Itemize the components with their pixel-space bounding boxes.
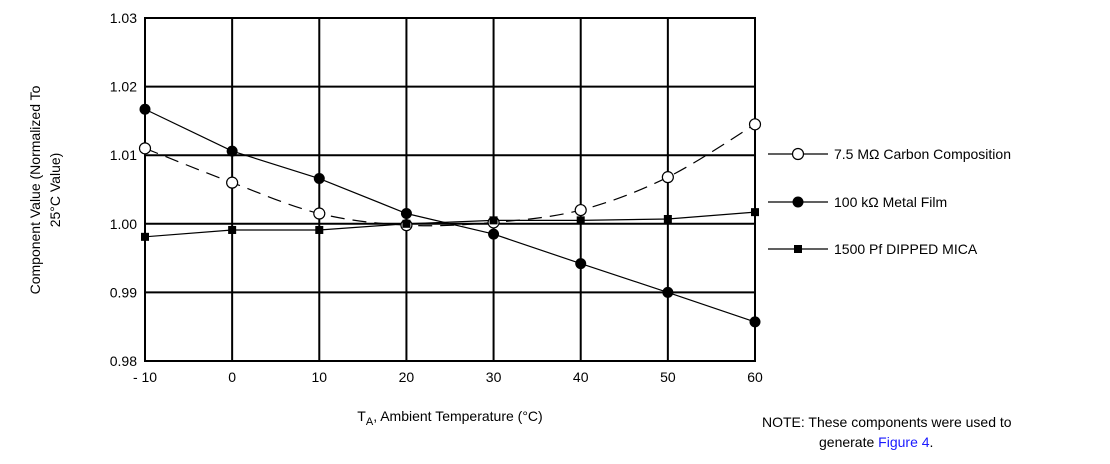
x-tick-label: 60 (747, 369, 763, 385)
x-tick-label: 20 (399, 369, 415, 385)
data-point-series-1 (226, 145, 238, 157)
data-point-series-1 (313, 173, 325, 185)
data-point-series-0 (661, 171, 674, 184)
data-point-series-2 (663, 214, 672, 223)
y-axis-label-line1: Component Value (Normalized To (27, 85, 43, 294)
legend-marker-2 (794, 245, 802, 253)
data-point-series-2 (576, 216, 585, 225)
legend-marker-1 (792, 196, 804, 208)
series-line-1 (144, 108, 756, 323)
x-axis-label: TA, Ambient Temperature (°C) (357, 408, 542, 428)
x-tick-label: 40 (573, 369, 589, 385)
y-tick-label: 1.02 (110, 79, 137, 95)
data-point-series-2 (751, 208, 759, 217)
note-bold: Thes (804, 414, 840, 430)
data-point-series-1 (575, 258, 587, 270)
y-tick-label: 1.00 (110, 216, 137, 232)
y-axis-label-line2: 25°C Value) (47, 153, 63, 228)
x-tick-label: 0 (228, 369, 236, 385)
y-tick-label: 1.03 (110, 10, 137, 26)
y-tick-label: 0.98 (110, 353, 137, 369)
data-point-series-2 (402, 219, 411, 228)
data-point-series-1 (139, 103, 151, 115)
data-point-series-2 (228, 225, 237, 234)
data-point-series-0 (748, 118, 762, 131)
legend-label-2: 1500 Pf DIPPED MICA (834, 241, 978, 257)
y-tick-label: 0.99 (110, 284, 137, 300)
data-point-series-1 (662, 286, 674, 298)
data-point-series-2 (141, 232, 149, 241)
x-tick-label: - 10 (133, 369, 157, 385)
y-tick-label: 1.01 (110, 147, 137, 163)
series-line-2 (144, 211, 756, 238)
data-point-series-1 (488, 228, 500, 240)
x-tick-label: 30 (486, 369, 502, 385)
plot-frame (144, 17, 756, 362)
data-point-series-1 (400, 208, 412, 220)
data-point-series-0 (313, 207, 326, 220)
legend-label-1: 100 kΩ Metal Film (834, 194, 947, 210)
data-point-series-0 (574, 203, 587, 217)
legend-label-0: 7.5 MΩ Carbon Composition (834, 146, 1011, 162)
figure-4-link[interactable]: Figure 4 (878, 434, 930, 450)
data-point-series-0 (138, 142, 152, 155)
x-tick-label: 50 (660, 369, 676, 385)
note-prefix: NOTE: (762, 414, 805, 430)
note-text-line1: e components were used to (839, 414, 1012, 430)
data-point-series-1 (749, 316, 761, 328)
legend-marker-0 (791, 147, 805, 161)
note-line2-pre: generate (819, 434, 879, 450)
note-line2: generate Figure 4. (762, 432, 1012, 452)
note-line2-post: . (929, 434, 934, 450)
note-text: NOTE: These components were used to gene… (762, 412, 1012, 452)
x-tick-label: 10 (311, 369, 327, 385)
data-point-series-2 (315, 225, 324, 234)
data-point-series-0 (226, 176, 239, 189)
data-point-series-2 (489, 216, 498, 225)
